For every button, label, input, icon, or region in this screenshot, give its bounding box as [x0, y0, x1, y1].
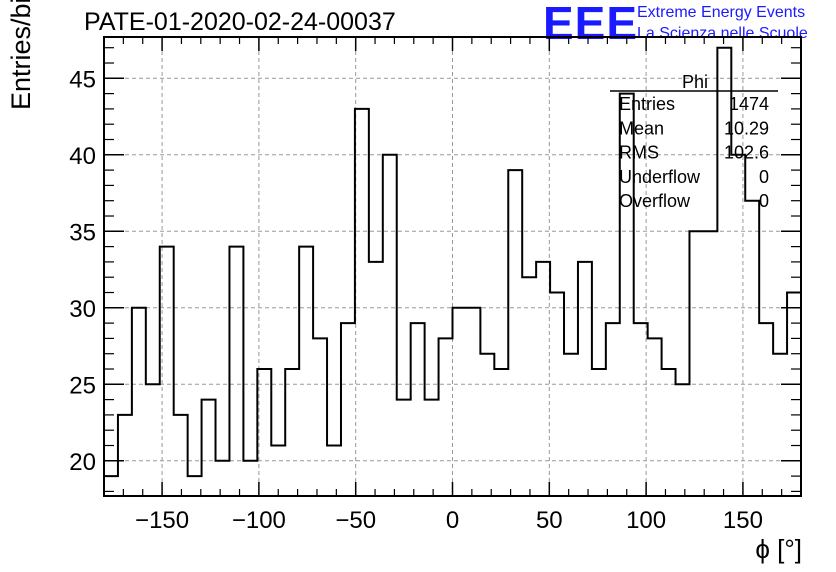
histogram-bin — [229, 247, 243, 496]
x-tick-label: −150 — [135, 507, 189, 534]
histogram-bin — [480, 354, 494, 496]
stats-value: 1474 — [729, 94, 769, 114]
histogram-bin — [174, 415, 188, 496]
y-tick-label: 45 — [69, 66, 96, 93]
chart-title: PATE-01-2020-02-24-00037 — [84, 8, 396, 36]
histogram-bin — [397, 400, 411, 496]
stats-label: RMS — [619, 143, 659, 163]
y-tick-label: 40 — [69, 143, 96, 170]
y-tick-label: 35 — [69, 219, 96, 246]
x-axis-label: ϕ [°] — [755, 534, 802, 564]
histogram-bin — [132, 308, 146, 496]
stats-value: 102.6 — [724, 143, 769, 163]
histogram-bin — [383, 155, 397, 496]
y-tick-label: 20 — [69, 449, 96, 476]
histogram-bin — [425, 400, 439, 496]
histogram-bin — [160, 247, 174, 496]
y-tick-label: 30 — [69, 296, 96, 323]
eee-logo: EEE — [543, 0, 639, 49]
histogram-bin — [578, 262, 592, 496]
histogram-bin — [494, 369, 508, 496]
histogram-bin — [466, 308, 480, 496]
histogram-bin — [606, 323, 620, 496]
histogram-bin — [271, 446, 285, 496]
histogram-outline — [104, 46, 801, 478]
histogram-bin — [313, 338, 327, 496]
histogram-bin — [118, 415, 132, 496]
histogram-bin — [216, 461, 230, 496]
histogram-bin — [243, 461, 257, 496]
histogram-bin — [439, 338, 453, 496]
stats-title: Phi — [682, 72, 708, 92]
histogram-bin — [731, 155, 745, 496]
histogram-bin — [564, 354, 578, 496]
histogram-bin — [369, 262, 383, 496]
histogram-bin — [648, 338, 662, 496]
stats-label: Entries — [619, 94, 675, 114]
stats-label: Underflow — [619, 167, 701, 187]
histogram-bin — [717, 48, 731, 496]
histogram-bin — [341, 323, 355, 496]
histogram-bin — [689, 231, 703, 496]
x-tick-label: −100 — [232, 507, 286, 534]
histogram-bin — [508, 170, 522, 496]
histogram-bin — [285, 369, 299, 496]
histogram-bin — [327, 446, 341, 496]
histogram-bin — [522, 277, 536, 496]
x-tick-label: 100 — [626, 507, 666, 534]
histogram-bin — [676, 384, 690, 496]
stats-box: Phi Entries 1474 Mean 10.29 RMS 102.6 Underflow… — [610, 72, 778, 211]
histogram-bin — [453, 308, 467, 496]
y-tick-label: 25 — [69, 372, 96, 399]
x-tick-label: 150 — [723, 507, 763, 534]
histogram-bin — [745, 201, 759, 496]
histogram-bin — [355, 109, 369, 496]
histogram-bin — [759, 323, 773, 496]
histogram-bin — [257, 369, 271, 496]
histogram-bin — [146, 384, 160, 496]
histogram-bin — [299, 247, 313, 496]
histogram-bin — [550, 293, 564, 496]
histogram-bin — [703, 231, 717, 496]
histogram-bin — [536, 262, 550, 496]
stats-value: 0 — [759, 191, 769, 211]
x-tick-label: −50 — [335, 507, 376, 534]
stats-label: Mean — [619, 118, 664, 138]
histogram-bin — [662, 369, 676, 496]
histogram-bin — [202, 400, 216, 496]
stats-value: 10.29 — [724, 118, 769, 138]
histogram-bin — [411, 323, 425, 496]
x-tick-label: 0 — [446, 507, 459, 534]
histogram-bin — [634, 323, 648, 496]
histogram-bin — [104, 476, 118, 496]
histogram-bin — [592, 369, 606, 496]
stats-label: Overflow — [619, 191, 691, 211]
x-tick-label: 50 — [536, 507, 563, 534]
histogram-bin — [188, 476, 202, 496]
histogram-bin — [773, 354, 787, 496]
tick-labels: −150 −100 −50 0 50 100 150 20 25 30 35 40 45 — [69, 66, 763, 534]
stats-value: 0 — [759, 167, 769, 187]
plot-frame — [103, 36, 802, 497]
histogram-bin — [787, 293, 801, 496]
logo-line-1: Extreme Energy Events — [637, 4, 806, 21]
